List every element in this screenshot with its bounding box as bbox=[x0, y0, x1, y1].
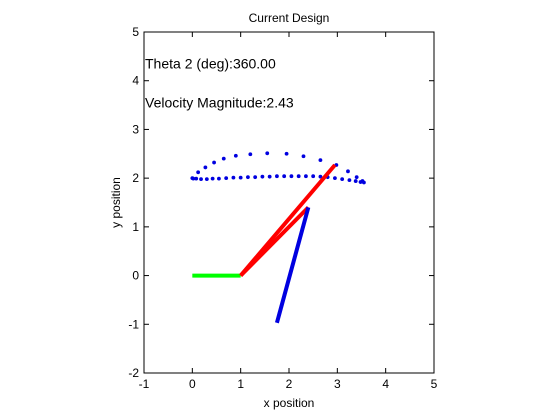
y-tick-label: 3 bbox=[132, 122, 139, 136]
x-tick-label: 4 bbox=[382, 377, 389, 391]
coupler-curve-point bbox=[238, 175, 243, 180]
coupler-curve-point bbox=[196, 170, 201, 175]
x-tick-label: -1 bbox=[139, 377, 150, 391]
coupler-curve-point bbox=[284, 151, 289, 156]
x-tick-label: 0 bbox=[189, 377, 196, 391]
coupler-curve-point bbox=[275, 174, 279, 179]
annotations: Theta 2 (deg):360.00 Velocity Magnitude:2… bbox=[145, 56, 294, 111]
x-axis-label: x position bbox=[264, 396, 315, 410]
theta-annotation: Theta 2 (deg):360.00 bbox=[145, 56, 276, 72]
coupler-curve-point bbox=[304, 174, 308, 179]
coupler-curve-point bbox=[301, 154, 306, 159]
y-tick-label: -2 bbox=[128, 366, 139, 380]
coupler-curve-point bbox=[204, 177, 209, 182]
coupler-curve-point bbox=[340, 177, 345, 182]
y-tick-label: -1 bbox=[128, 317, 139, 331]
coupler-curve-point bbox=[267, 174, 272, 179]
coupler-curve-point bbox=[194, 176, 199, 181]
x-tick-label: 2 bbox=[286, 377, 293, 391]
y-tick-label: 0 bbox=[132, 269, 139, 283]
coupler-curve-point bbox=[217, 176, 221, 181]
x-tick-label: 5 bbox=[431, 377, 438, 391]
coupler-curve-point bbox=[346, 169, 350, 174]
coupler-curve-point bbox=[311, 174, 316, 179]
coupler-curve-point bbox=[362, 180, 366, 185]
y-tick-label: 1 bbox=[132, 220, 139, 234]
velocity-annotation: Velocity Magnitude:2.43 bbox=[145, 95, 294, 111]
coupler-curve-point bbox=[231, 175, 236, 180]
coupler-curve-point bbox=[260, 174, 265, 179]
coupler-curve-point bbox=[203, 165, 208, 170]
coupler-curve-point bbox=[282, 174, 287, 179]
coupler-curve-point bbox=[347, 178, 352, 182]
y-axis-label: y position bbox=[109, 177, 123, 228]
coupler-curve-point bbox=[296, 174, 301, 179]
coupler-curve-point bbox=[318, 174, 323, 179]
coupler-curve-point bbox=[224, 176, 229, 181]
chart-title: Current Design bbox=[249, 11, 330, 25]
coupler-curve-point bbox=[358, 180, 363, 184]
coupler-curve-point bbox=[248, 152, 253, 157]
coupler-curve-point bbox=[210, 176, 215, 181]
y-tick-label: 2 bbox=[132, 171, 139, 185]
coupler-link-b bbox=[239, 205, 310, 277]
coupler-curve-point bbox=[199, 177, 203, 182]
coupler-curve-point bbox=[221, 156, 226, 161]
coupler-curve-point bbox=[253, 175, 258, 180]
coupler-curve-point bbox=[265, 151, 270, 156]
coupler-curve-point bbox=[353, 179, 358, 183]
y-tick-label: 5 bbox=[132, 25, 139, 39]
rocker-link bbox=[274, 206, 311, 324]
x-tick-label: 3 bbox=[334, 377, 341, 391]
coupler-curve-point bbox=[289, 174, 294, 179]
x-tick-label: 1 bbox=[237, 377, 244, 391]
coupler-curve-point bbox=[318, 158, 323, 163]
coupler-curve-point bbox=[354, 175, 359, 180]
coupler-curve-point bbox=[246, 175, 250, 180]
coupler-curve-point bbox=[191, 176, 196, 181]
coupler-curve-point bbox=[333, 176, 337, 181]
coupler-curve-point bbox=[212, 160, 216, 165]
axes-frame bbox=[143, 31, 435, 374]
chart-marks bbox=[190, 151, 366, 324]
coupler-curve-point bbox=[233, 153, 238, 158]
y-tick-label: 4 bbox=[132, 74, 139, 88]
